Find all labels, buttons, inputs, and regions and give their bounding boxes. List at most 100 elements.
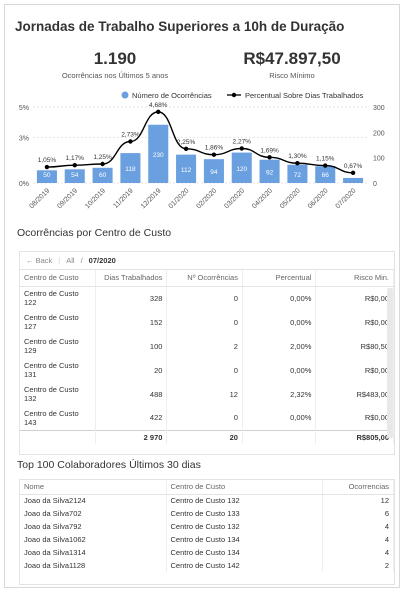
- cost-center-cell: Centro de Custo 134: [166, 546, 323, 559]
- cost-center-cell: Centro de Custo 129: [20, 334, 97, 358]
- percent-cell: 2,00%: [242, 334, 317, 358]
- bar-value-label: 66: [322, 172, 330, 179]
- cost-center-cell: Centro de Custo 132: [166, 520, 323, 533]
- occurrences-cell: 0: [166, 406, 243, 430]
- kpi-risk-value: R$47.897,50: [243, 49, 341, 68]
- risk-cell: R$80,50: [315, 334, 394, 358]
- col-header-cost-center[interactable]: Centro de Custo: [20, 270, 97, 287]
- x-tick-label: 02/2020: [195, 187, 218, 210]
- kpi-risk: R$47.897,50 Risco Mínimo: [217, 49, 367, 80]
- bar: [120, 153, 141, 183]
- top-collaborators-body: Joao da Silva2124 Centro de Custo 132 12 Jo…: [20, 494, 394, 572]
- line-data-label: 1,05%: [38, 157, 57, 164]
- breadcrumb-all[interactable]: All: [66, 256, 75, 265]
- table-row[interactable]: Centro de Custo 122 328 0 0,00% R$0,00: [20, 286, 394, 310]
- list-item[interactable]: Joao da Silva1314 Centro de Custo 134 4: [20, 546, 394, 559]
- name-cell: Joao da Silva1314: [20, 546, 167, 559]
- line-data-label: 1,25%: [93, 154, 112, 161]
- name-cell: Joao da Silva1128: [20, 559, 167, 572]
- y-right-tick-label: 0: [373, 181, 377, 188]
- bar-value-label: 60: [99, 172, 107, 179]
- line-data-label: 2,73%: [121, 132, 140, 139]
- cost-center-cell: Centro de Custo 127: [20, 310, 97, 334]
- table-scrollbar[interactable]: [387, 288, 393, 438]
- cost-center-table-body: Centro de Custo 122 328 0 0,00% R$0,00 Centro…: [20, 286, 394, 430]
- occurrences-cell: 6: [322, 507, 394, 520]
- col-header-occurrences[interactable]: Nº Ocorrências: [166, 270, 243, 287]
- bar: [287, 164, 308, 183]
- col-header-name[interactable]: Nome: [20, 480, 167, 495]
- line-data-label: 1,17%: [66, 155, 85, 162]
- x-tick-label: 06/2020: [307, 187, 330, 210]
- line-point: [128, 139, 133, 144]
- days-cell: 100: [95, 334, 168, 358]
- bar-value-label: 72: [294, 172, 302, 179]
- line-point: [323, 163, 328, 168]
- cost-center-cell: Centro de Custo 122: [20, 286, 97, 310]
- days-cell: 20: [95, 358, 168, 382]
- total-cell: [20, 429, 97, 444]
- percent-cell: 0,00%: [242, 286, 317, 310]
- line-point: [211, 152, 217, 157]
- days-cell: 488: [95, 382, 168, 406]
- cost-center-cell: Centro de Custo 142: [166, 559, 323, 572]
- list-item[interactable]: Joao da Silva2124 Centro de Custo 132 12: [20, 494, 394, 507]
- total-days: 2 970: [95, 429, 168, 444]
- bar: [176, 154, 197, 183]
- x-tick-label: 12/2019: [140, 187, 163, 210]
- days-cell: 328: [95, 286, 168, 310]
- table-row[interactable]: Centro de Custo 127 152 0 0,00% R$0,00: [20, 310, 394, 334]
- kpi-occurrences: 1.190 Ocorrências nos Últimos 5 anos: [45, 49, 185, 80]
- col-header-risk[interactable]: Risco Min.: [315, 270, 394, 287]
- back-button[interactable]: ← Back: [26, 256, 52, 265]
- list-item[interactable]: Joao da Silva1062 Centro de Custo 134 4: [20, 533, 394, 546]
- y-left-tick-label: 0%: [19, 181, 29, 188]
- days-cell: 422: [95, 406, 168, 430]
- y-left-tick-label: 5%: [19, 105, 29, 112]
- x-tick-label: 03/2020: [223, 187, 246, 210]
- x-tick-label: 11/2019: [112, 187, 135, 210]
- back-label: Back: [35, 256, 53, 265]
- x-tick-label: 07/2020: [335, 187, 358, 210]
- table-row[interactable]: Centro de Custo 129 100 2 2,00% R$80,50: [20, 334, 394, 358]
- breadcrumb-current: 07/2020: [88, 256, 116, 265]
- line-data-label: 1,86%: [205, 145, 224, 152]
- col-header-percent[interactable]: Percentual: [242, 270, 317, 287]
- total-percent: [242, 429, 317, 444]
- list-item[interactable]: Joao da Silva792 Centro de Custo 132 4: [20, 520, 394, 533]
- table-row[interactable]: Centro de Custo 131 20 0 0,00% R$0,00: [20, 358, 394, 382]
- x-tick-label: 08/2019: [28, 187, 51, 210]
- line-data-label: 1,69%: [260, 147, 279, 154]
- occurrences-cell: 12: [166, 382, 243, 406]
- cost-center-cell: Centro de Custo 132: [166, 494, 323, 507]
- line-data-label: 4,68%: [149, 102, 168, 109]
- table-row[interactable]: Centro de Custo 132 488 12 2,32% R$483,00: [20, 382, 394, 406]
- dashboard-frame: Jornadas de Trabalho Superiores a 10h de…: [4, 4, 400, 588]
- y-right-tick-label: 300: [373, 105, 385, 112]
- col-header-occurrences[interactable]: Ocorrencias: [322, 480, 394, 495]
- bar: [148, 124, 169, 183]
- col-header-cost-center[interactable]: Centro de Custo: [166, 480, 323, 495]
- breadcrumb-slash: /: [80, 256, 83, 265]
- top-collaborators-title: Top 100 Colaboradores Últimos 30 dias: [17, 459, 201, 471]
- bar-value-label: 118: [125, 166, 136, 173]
- cost-center-cell: Centro de Custo 131: [20, 358, 97, 382]
- risk-cell: R$0,00: [315, 358, 394, 382]
- table-row[interactable]: Centro de Custo 143 422 0 0,00% R$0,00: [20, 406, 394, 430]
- list-item[interactable]: Joao da Silva702 Centro de Custo 133 6: [20, 507, 394, 520]
- y-right-tick-label: 100: [373, 156, 385, 163]
- cost-center-cell: Centro de Custo 134: [166, 533, 323, 546]
- bar: [231, 152, 252, 183]
- table-header-row: Nome Centro de Custo Ocorrencias: [20, 480, 394, 495]
- occurrences-cell: 4: [322, 520, 394, 533]
- x-tick-label: 01/2020: [168, 187, 191, 210]
- line-point: [156, 109, 161, 115]
- occurrences-cell: 0: [166, 358, 243, 382]
- list-item[interactable]: Joao da Silva1128 Centro de Custo 142 2: [20, 559, 394, 572]
- occurrences-cell: 0: [166, 310, 243, 334]
- col-header-days[interactable]: Dias Trabalhados: [95, 270, 168, 287]
- breadcrumb: ← Back | All / 07/2020: [20, 252, 394, 270]
- percent-cell: 2,32%: [242, 382, 317, 406]
- line-point: [239, 146, 244, 151]
- series-line: [46, 111, 354, 174]
